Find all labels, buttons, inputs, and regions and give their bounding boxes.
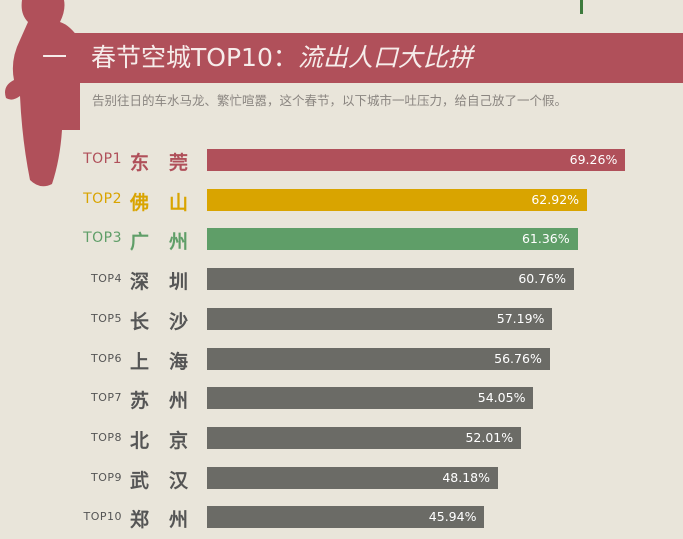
bar-row: TOP3 广州 61.36% bbox=[0, 227, 683, 254]
value-label: 69.26% bbox=[569, 152, 618, 167]
bar-row: TOP4 深圳 60.76% bbox=[0, 267, 683, 294]
page-title: 一春节空城TOP10：流出人口大比拼 bbox=[42, 36, 473, 80]
city-label: 长沙 bbox=[130, 310, 209, 333]
value-label: 60.76% bbox=[518, 271, 566, 287]
bar-row: TOP1 东莞 69.26% bbox=[0, 148, 683, 174]
bar-row: TOP7 苏州 54.05% bbox=[0, 386, 683, 413]
city-label: 苏州 bbox=[130, 390, 209, 413]
city-label: 佛山 bbox=[130, 191, 209, 214]
bar-row: TOP6 上海 56.76% bbox=[0, 347, 683, 373]
title-sub: 流出人口大比拼 bbox=[297, 43, 473, 72]
bar: 60.76% bbox=[207, 268, 574, 291]
decorative-line bbox=[580, 0, 583, 14]
value-label: 62.92% bbox=[531, 191, 580, 207]
bar-row: TOP9 武汉 48.18% bbox=[0, 466, 683, 492]
section-number: 一 bbox=[42, 43, 68, 72]
city-label: 郑州 bbox=[130, 509, 209, 532]
city-label: 北京 bbox=[130, 429, 209, 452]
rank-label: TOP1 bbox=[83, 151, 122, 167]
bar: 45.94% bbox=[207, 506, 485, 529]
rank-label: TOP7 bbox=[90, 391, 122, 405]
value-label: 57.19% bbox=[496, 310, 545, 326]
city-label: 东莞 bbox=[130, 152, 209, 174]
rank-label: TOP5 bbox=[90, 311, 122, 325]
bar: 48.18% bbox=[207, 466, 498, 489]
bar-row: TOP8 北京 52.01% bbox=[0, 426, 683, 452]
rank-label: TOP8 bbox=[90, 430, 122, 444]
bar: 52.01% bbox=[207, 426, 522, 449]
rank-label: TOP6 bbox=[90, 351, 122, 365]
mascot-icon bbox=[5, 0, 80, 187]
rank-label: TOP4 bbox=[90, 272, 122, 286]
city-label: 上海 bbox=[130, 350, 209, 373]
value-label: 48.18% bbox=[442, 469, 490, 485]
value-label: 61.36% bbox=[521, 231, 570, 247]
bar: 69.26% bbox=[207, 149, 626, 171]
city-label: 深圳 bbox=[130, 271, 209, 294]
bar: 61.36% bbox=[207, 228, 578, 251]
bar: 54.05% bbox=[207, 387, 534, 410]
rank-label: TOP3 bbox=[83, 230, 122, 247]
city-label: 广州 bbox=[130, 231, 209, 254]
title-main: 春节空城TOP10： bbox=[91, 43, 298, 72]
title-banner bbox=[68, 33, 683, 83]
value-label: 56.76% bbox=[494, 350, 542, 366]
rank-label: TOP10 bbox=[83, 510, 122, 524]
value-label: 45.94% bbox=[428, 509, 477, 525]
bar: 62.92% bbox=[207, 188, 588, 211]
bar-row: TOP10 郑州 45.94% bbox=[0, 505, 683, 532]
rank-label: TOP2 bbox=[83, 190, 122, 207]
bar: 57.19% bbox=[207, 307, 553, 330]
rank-label: TOP9 bbox=[90, 470, 122, 484]
bar: 56.76% bbox=[207, 347, 550, 370]
bar-row: TOP5 长沙 57.19% bbox=[0, 307, 683, 333]
value-label: 52.01% bbox=[465, 429, 514, 445]
value-label: 54.05% bbox=[477, 390, 526, 406]
city-label: 武汉 bbox=[130, 469, 209, 492]
description: 告别往日的车水马龙、繁忙喧嚣，这个春节，以下城市一吐压力，给自己放了一个假。 bbox=[92, 93, 568, 108]
bar-row: TOP2 佛山 62.92% bbox=[0, 188, 683, 214]
